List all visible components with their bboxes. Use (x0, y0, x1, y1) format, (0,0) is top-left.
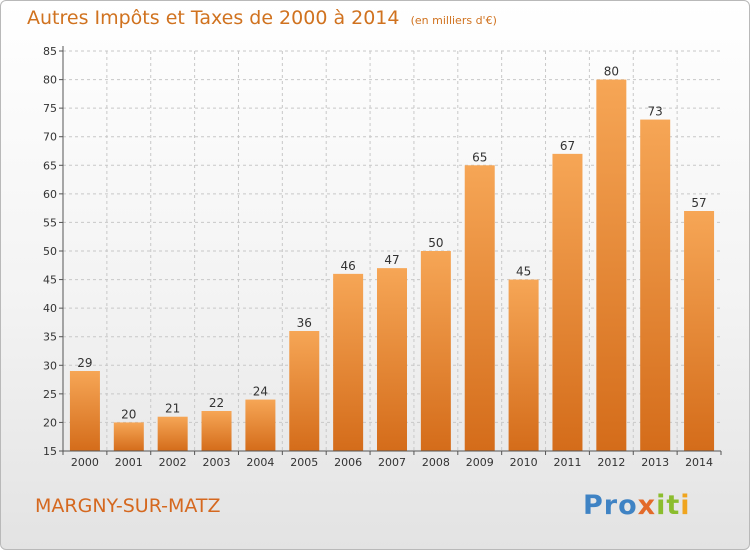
data-label: 29 (77, 356, 92, 370)
y-tick-label: 55 (43, 216, 57, 229)
bar (289, 331, 320, 451)
y-tick-label: 75 (43, 102, 57, 115)
bar (420, 251, 451, 451)
data-label: 67 (560, 139, 575, 153)
chart-subtitle: (en milliers d'€) (410, 14, 497, 27)
bar (69, 371, 100, 451)
x-tick-label: 2004 (246, 456, 274, 469)
data-label: 45 (516, 265, 531, 279)
y-tick-label: 60 (43, 188, 57, 201)
data-label: 73 (648, 105, 663, 119)
chart-title: Autres Impôts et Taxes de 2000 à 2014 (27, 7, 400, 29)
data-label: 47 (384, 253, 399, 267)
data-label: 21 (165, 402, 180, 416)
bar (113, 422, 144, 451)
x-tick-label: 2008 (422, 456, 450, 469)
bar (333, 273, 364, 451)
x-tick-label: 2003 (203, 456, 231, 469)
bar (157, 416, 188, 451)
data-label: 20 (121, 407, 136, 421)
y-tick-label: 45 (43, 274, 57, 287)
x-tick-label: 2005 (290, 456, 318, 469)
y-tick-label: 15 (43, 445, 57, 458)
x-tick-label: 2000 (71, 456, 99, 469)
x-tick-label: 2014 (685, 456, 713, 469)
y-tick-label: 35 (43, 331, 57, 344)
proxiti-logo: Proxiti (583, 490, 691, 521)
logo-part: x (637, 490, 657, 521)
x-tick-label: 2010 (510, 456, 538, 469)
data-label: 50 (428, 236, 443, 250)
logo-part: Pro (583, 490, 638, 521)
labels: 15 20 25 30 35 40 45 50 55 60 65 70 75 80 85 29 2000 20 20… (43, 45, 713, 469)
data-label: 22 (209, 396, 224, 410)
bar (377, 268, 407, 451)
data-label: 65 (472, 150, 487, 164)
bar (552, 153, 583, 451)
axes (59, 46, 722, 455)
x-tick-label: 2011 (553, 456, 581, 469)
y-tick-label: 20 (43, 416, 57, 429)
bar (596, 79, 627, 452)
bar (201, 411, 232, 451)
x-tick-label: 2006 (334, 456, 362, 469)
y-tick-label: 85 (43, 45, 57, 58)
x-tick-label: 2009 (466, 456, 494, 469)
data-label: 80 (604, 65, 619, 79)
y-tick-label: 30 (43, 359, 57, 372)
data-label: 46 (340, 259, 355, 273)
bar (508, 279, 539, 451)
logo-part: it (656, 490, 681, 521)
x-tick-label: 2013 (641, 456, 669, 469)
logo-part: i (680, 490, 691, 521)
x-tick-label: 2007 (378, 456, 406, 469)
bar (640, 119, 671, 452)
bar (684, 211, 715, 451)
y-tick-label: 70 (43, 131, 57, 144)
chart-title-block: Autres Impôts et Taxes de 2000 à 2014 (e… (27, 7, 497, 29)
y-tick-label: 80 (43, 74, 57, 87)
bar (464, 165, 495, 452)
y-tick-label: 25 (43, 388, 57, 401)
data-label: 36 (297, 316, 312, 330)
x-tick-label: 2001 (115, 456, 143, 469)
y-tick-label: 65 (43, 159, 57, 172)
y-tick-label: 50 (43, 245, 57, 258)
y-tick-label: 40 (43, 302, 57, 315)
bar (245, 399, 276, 451)
bars (69, 79, 715, 452)
data-label: 57 (691, 196, 706, 210)
x-tick-label: 2012 (597, 456, 625, 469)
data-label: 24 (253, 385, 268, 399)
x-tick-label: 2002 (159, 456, 187, 469)
commune-name: MARGNY-SUR-MATZ (35, 495, 221, 517)
